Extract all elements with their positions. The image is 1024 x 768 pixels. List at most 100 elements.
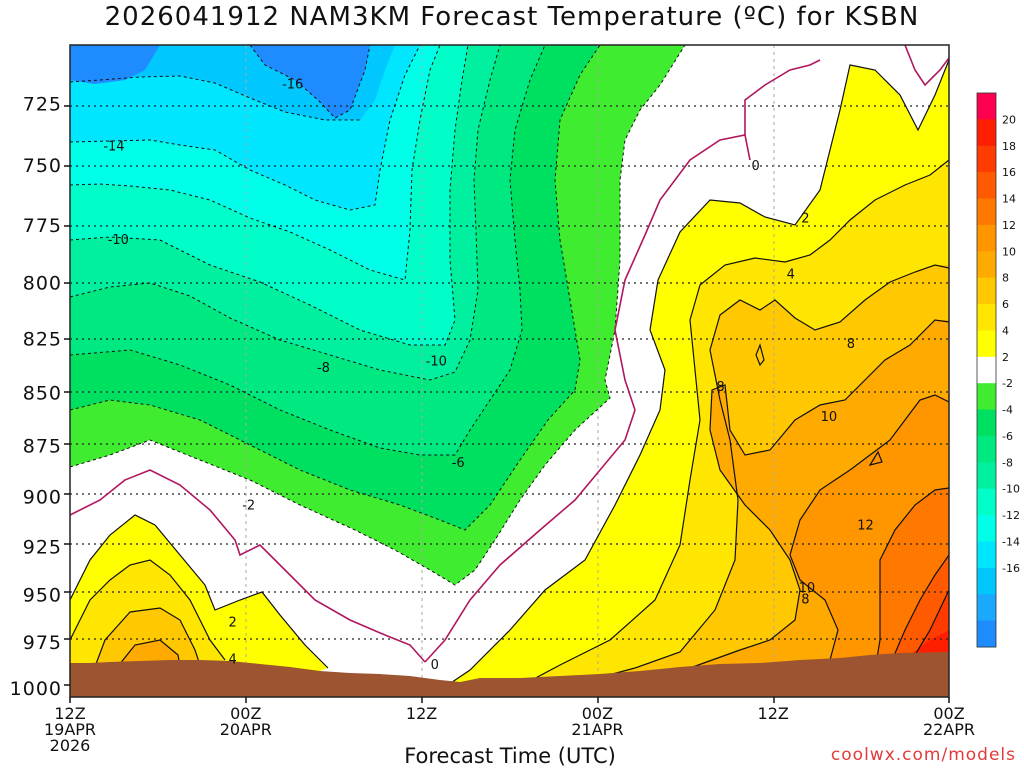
ground-terrain: [70, 652, 949, 697]
contour-label: -10: [426, 354, 447, 369]
colorbar-swatch: [977, 488, 996, 516]
y-tick-label: 950: [23, 585, 62, 607]
plot-frame: [69, 44, 950, 698]
chart-title: 2026041912 NAM3KM Forecast Temperature (…: [104, 2, 920, 32]
y-tick-label: 725: [23, 94, 62, 116]
y-tick-label: 925: [23, 536, 62, 558]
x-tick-marks: [69, 697, 950, 703]
x-tick-label: 22APR: [923, 720, 975, 739]
colorbar-tick-label: 4: [1002, 324, 1009, 337]
colorbar-tick-label: 8: [1002, 272, 1009, 285]
y-tick-label: 850: [23, 383, 62, 405]
y-tick-label: 825: [23, 328, 62, 350]
contour-label: 2: [228, 615, 236, 630]
y-tick-labels: 725 750 775 800 825 850 875 900 925 950 975 1000: [10, 94, 62, 700]
colorbar-swatch: [977, 620, 996, 648]
colorbar-tick-label: -10: [1002, 483, 1020, 496]
colorbar-tick-label: 20: [1002, 113, 1016, 126]
colorbar-swatch: [977, 462, 996, 490]
colorbar-swatch: [977, 119, 996, 147]
contour-label: 10: [821, 410, 838, 425]
contour-label: -8: [317, 361, 330, 376]
y-tick-label: 775: [23, 215, 62, 237]
x-tick-label: 12Z: [406, 704, 437, 723]
colorbar-tick-label: 12: [1002, 219, 1016, 232]
colorbar: 20 18 16 14 12 10 8 6 4 2 -2 -4 -6 -8 -10 -12 -14 -16: [976, 92, 1020, 648]
colorbar-tick-label: -12: [1002, 509, 1020, 522]
colorbar-swatch: [977, 594, 996, 622]
colorbar-swatch: [977, 383, 996, 411]
contour-label: -14: [103, 140, 124, 155]
y-tick-marks: [64, 105, 70, 686]
colorbar-swatch: [977, 172, 996, 200]
contour-label: 12: [857, 519, 874, 534]
colorbar-tick-label: -14: [1002, 535, 1020, 548]
contour-label: -16: [282, 77, 303, 92]
colorbar-tick-label: -16: [1002, 562, 1020, 575]
colorbar-tick-label: -8: [1002, 456, 1013, 469]
colorbar-swatch: [977, 304, 996, 331]
colorbar-tick-label: -2: [1002, 377, 1013, 390]
y-tick-label: 875: [23, 435, 62, 457]
contour-label: -10: [108, 233, 129, 248]
y-tick-label: 900: [23, 486, 62, 508]
x-tick-label: 20APR: [220, 720, 272, 739]
y-tick-label: 750: [23, 155, 62, 177]
fill-cold-minus18: [70, 45, 370, 118]
contour-label: -6: [452, 456, 465, 471]
contour-label: 4: [228, 653, 236, 668]
x-tick-label: 21APR: [571, 720, 623, 739]
x-tick-label: 00Z: [230, 704, 261, 723]
colorbar-swatch: [977, 541, 996, 569]
colorbar-swatch: [977, 93, 996, 120]
colorbar-swatch: [977, 251, 996, 279]
colorbar-tick-label: 6: [1002, 298, 1009, 311]
colorbar-swatch: [977, 435, 996, 463]
colorbar-swatch: [977, 515, 996, 542]
contour-label: 10: [799, 581, 816, 596]
x-tick-label: 00Z: [582, 704, 613, 723]
pressure-gridlines: [70, 105, 949, 640]
x-axis-label: Forecast Time (UTC): [404, 744, 616, 768]
contour-label: -2: [242, 499, 255, 514]
colorbar-tick-label: 10: [1002, 245, 1016, 258]
y-tick-label: 1000: [10, 678, 62, 700]
colorbar-frame: [976, 92, 997, 648]
contour-label: 4: [787, 267, 795, 282]
colorbar-swatch: [977, 224, 996, 252]
y-tick-label: 975: [23, 632, 62, 654]
colorbar-swatch: [977, 145, 996, 173]
colorbar-tick-label: 2: [1002, 351, 1009, 364]
contour-label: 0: [751, 159, 759, 174]
contour-lines: [70, 45, 949, 697]
colorbar-tick-label: 14: [1002, 193, 1016, 206]
x-tick-label: 12Z: [758, 704, 789, 723]
colorbar-tick-label: -6: [1002, 430, 1013, 443]
colorbar-tick-label: -4: [1002, 404, 1013, 417]
x-tick-label: 2026: [50, 736, 91, 755]
colorbar-tick-label: 16: [1002, 166, 1016, 179]
colorbar-swatch: [977, 356, 996, 384]
x-tick-label: 19APR: [44, 720, 96, 739]
contour-label: 8: [801, 593, 809, 608]
negative-contours: [70, 45, 686, 586]
colorbar-swatch: [977, 277, 996, 305]
contour-label: 2: [801, 212, 809, 227]
colorbar-swatch: [977, 198, 996, 226]
contour-label: 8: [716, 380, 724, 395]
x-tick-label: 00Z: [933, 704, 964, 723]
contour-label: 8: [847, 337, 855, 352]
positive-contours: [70, 59, 949, 697]
colorbar-swatch: [977, 409, 996, 437]
colorbar-swatch: [977, 330, 996, 358]
colorbar-tick-label: 18: [1002, 140, 1016, 153]
y-tick-label: 800: [23, 272, 62, 294]
contour-label: 0: [431, 658, 439, 673]
x-tick-label: 12Z: [54, 704, 85, 723]
colorbar-swatch: [977, 567, 996, 595]
zero-contours: [70, 45, 949, 663]
credit-link[interactable]: coolwx.com/models: [830, 745, 1016, 765]
